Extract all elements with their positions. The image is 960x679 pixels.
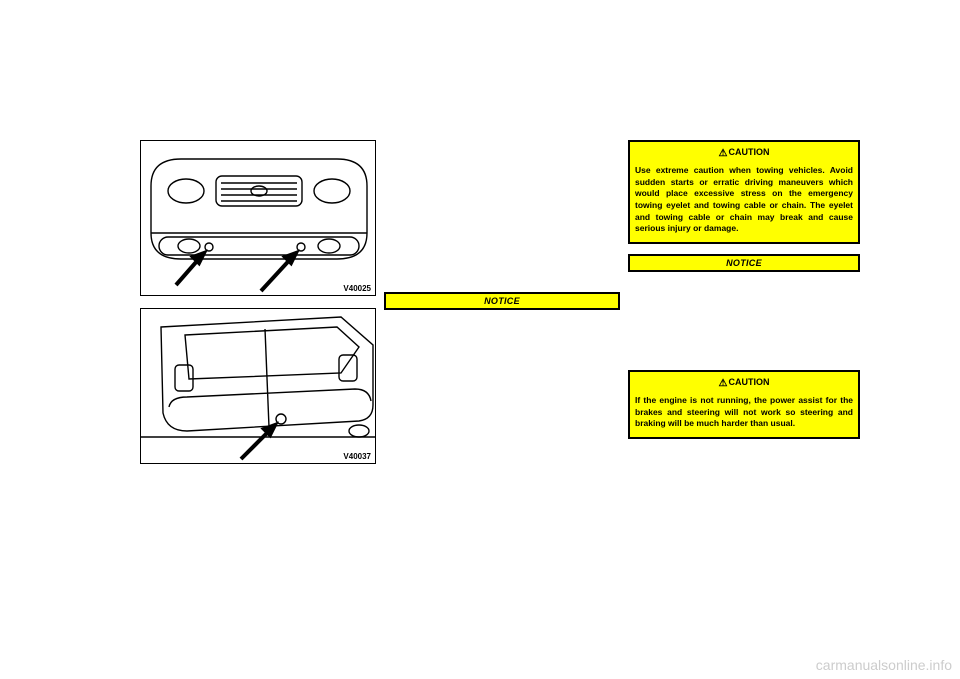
col2-text-block [384, 140, 620, 292]
figure-rear-svg [141, 309, 376, 464]
column-3: ⚠CAUTION Use extreme caution when towing… [628, 140, 860, 439]
figure-front: V40025 [140, 140, 376, 296]
caution-2-title-text: CAUTION [728, 377, 769, 387]
warning-icon: ⚠ [719, 147, 728, 161]
notice-bar-col2: NOTICE [384, 292, 620, 310]
caution-1-body: Use extreme caution when towing vehicles… [635, 165, 853, 235]
figure-front-label: V40025 [343, 284, 371, 293]
figure-rear-label: V40037 [343, 452, 371, 461]
caution-box-2: ⚠CAUTION If the engine is not running, t… [628, 370, 860, 439]
caution-2-body: If the engine is not running, the power … [635, 395, 853, 430]
column-2: NOTICE [384, 140, 620, 420]
notice-body-col3 [628, 272, 860, 370]
caution-1-title: ⚠CAUTION [635, 146, 853, 161]
notice-body-col2 [384, 310, 620, 420]
figure-front-svg [141, 141, 376, 296]
caution-box-1: ⚠CAUTION Use extreme caution when towing… [628, 140, 860, 244]
notice-bar-col3: NOTICE [628, 254, 860, 272]
figure-rear: V40037 [140, 308, 376, 464]
watermark: carmanualsonline.info [816, 657, 952, 673]
caution-1-title-text: CAUTION [728, 147, 769, 157]
column-1: V40025 [140, 140, 376, 476]
warning-icon: ⚠ [719, 377, 728, 391]
caution-2-title: ⚠CAUTION [635, 376, 853, 391]
page-content: V40025 [140, 140, 860, 620]
